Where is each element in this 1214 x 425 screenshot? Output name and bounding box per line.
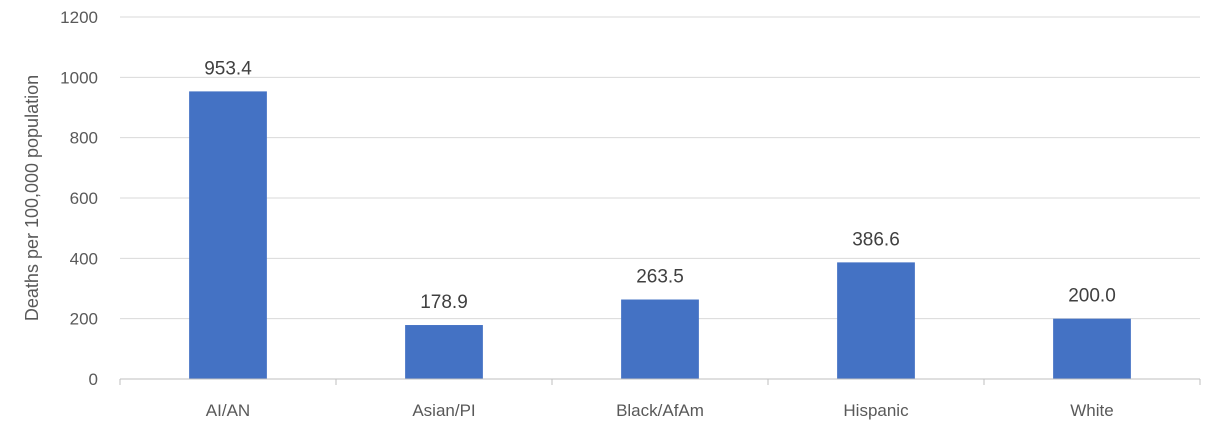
labels: 953.4 AI/AN 178.9 Asian/PI 263.5 Black/AfAm 38… (204, 58, 1116, 420)
axes: 0 200 400 600 800 1000 1200 (60, 8, 1201, 389)
y-tick-label: 600 (70, 189, 98, 208)
y-tick-label: 1000 (60, 68, 98, 87)
y-tick-label: 200 (70, 310, 98, 329)
y-tick-label: 0 (89, 370, 98, 389)
bar (1053, 318, 1131, 379)
y-tick-label: 800 (70, 129, 98, 148)
data-label: 200.0 (1068, 286, 1116, 307)
bar (837, 262, 915, 379)
data-label: 178.9 (420, 292, 468, 313)
bar (189, 91, 267, 380)
x-category-label: Asian/PI (412, 401, 475, 420)
gridlines (120, 16, 1200, 320)
x-category-label: AI/AN (206, 401, 250, 420)
bar (405, 325, 483, 379)
x-category-label: Black/AfAm (616, 401, 704, 420)
y-axis-title: Deaths per 100,000 population (22, 75, 42, 321)
x-category-label: Hispanic (843, 401, 909, 420)
data-label: 263.5 (636, 267, 684, 288)
data-label: 386.6 (852, 229, 900, 250)
y-tick-label: 1200 (60, 8, 98, 27)
bars (189, 91, 1131, 380)
bar (621, 299, 699, 379)
data-label: 953.4 (204, 58, 252, 79)
y-tick-label: 400 (70, 249, 98, 268)
x-category-label: White (1070, 401, 1113, 420)
